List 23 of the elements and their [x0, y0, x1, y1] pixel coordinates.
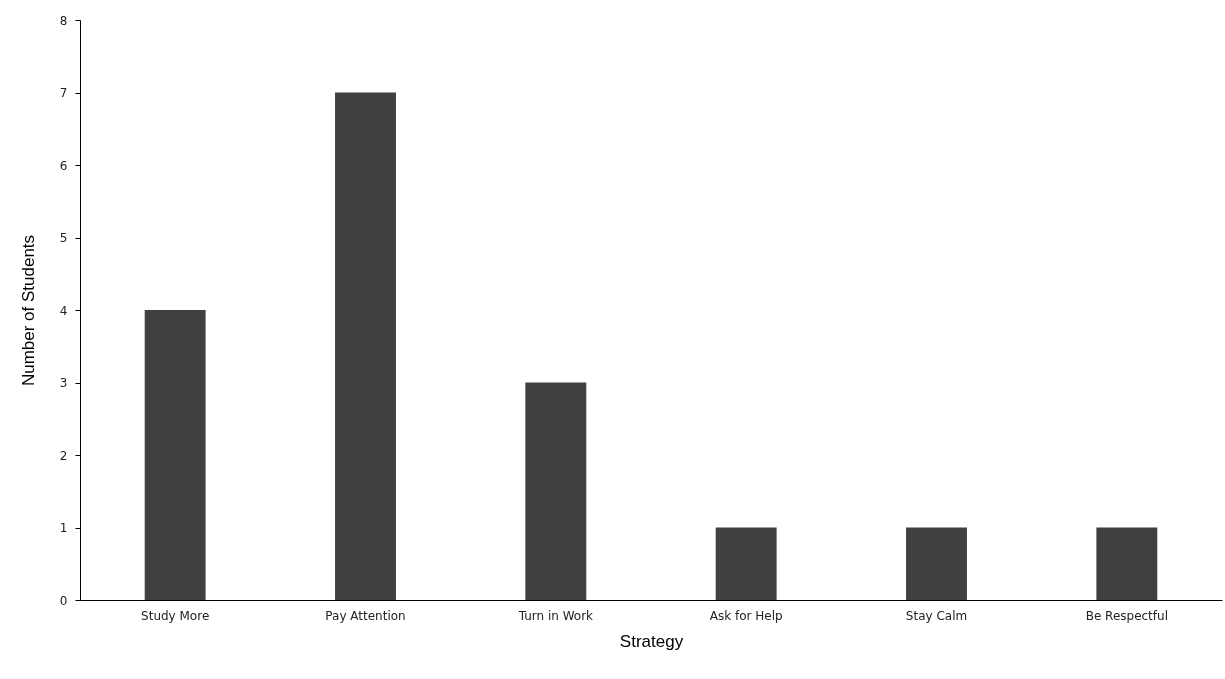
y-tick-label: 4	[59, 303, 68, 318]
y-tick-label: 1	[59, 521, 68, 535]
y-tick-label: 8	[59, 13, 68, 28]
x-tick-label: Turn in Work	[517, 608, 594, 623]
y-tick-label: 5	[59, 231, 68, 245]
x-tick-label: Study More	[141, 608, 210, 623]
y-tick-label: 0	[59, 593, 68, 608]
bar	[144, 310, 206, 600]
y-tick-label: 6	[59, 158, 68, 173]
y-tick-label: 3	[59, 376, 68, 390]
bar	[906, 527, 967, 600]
y-tick-label: 2	[59, 448, 68, 463]
bar	[525, 382, 587, 600]
x-tick-label: Be Respectful	[1085, 608, 1169, 623]
bar	[1096, 527, 1158, 600]
x-tick-label: Pay Attention	[325, 608, 406, 623]
y-tick-label: 7	[59, 86, 68, 100]
bar	[715, 527, 777, 600]
y-axis-title: Number of Students	[18, 234, 38, 387]
x-tick-label: Ask for Help	[709, 608, 783, 623]
bar	[335, 92, 396, 600]
x-axis-title: Strategy	[619, 631, 684, 651]
x-tick-label: Stay Calm	[905, 608, 968, 623]
